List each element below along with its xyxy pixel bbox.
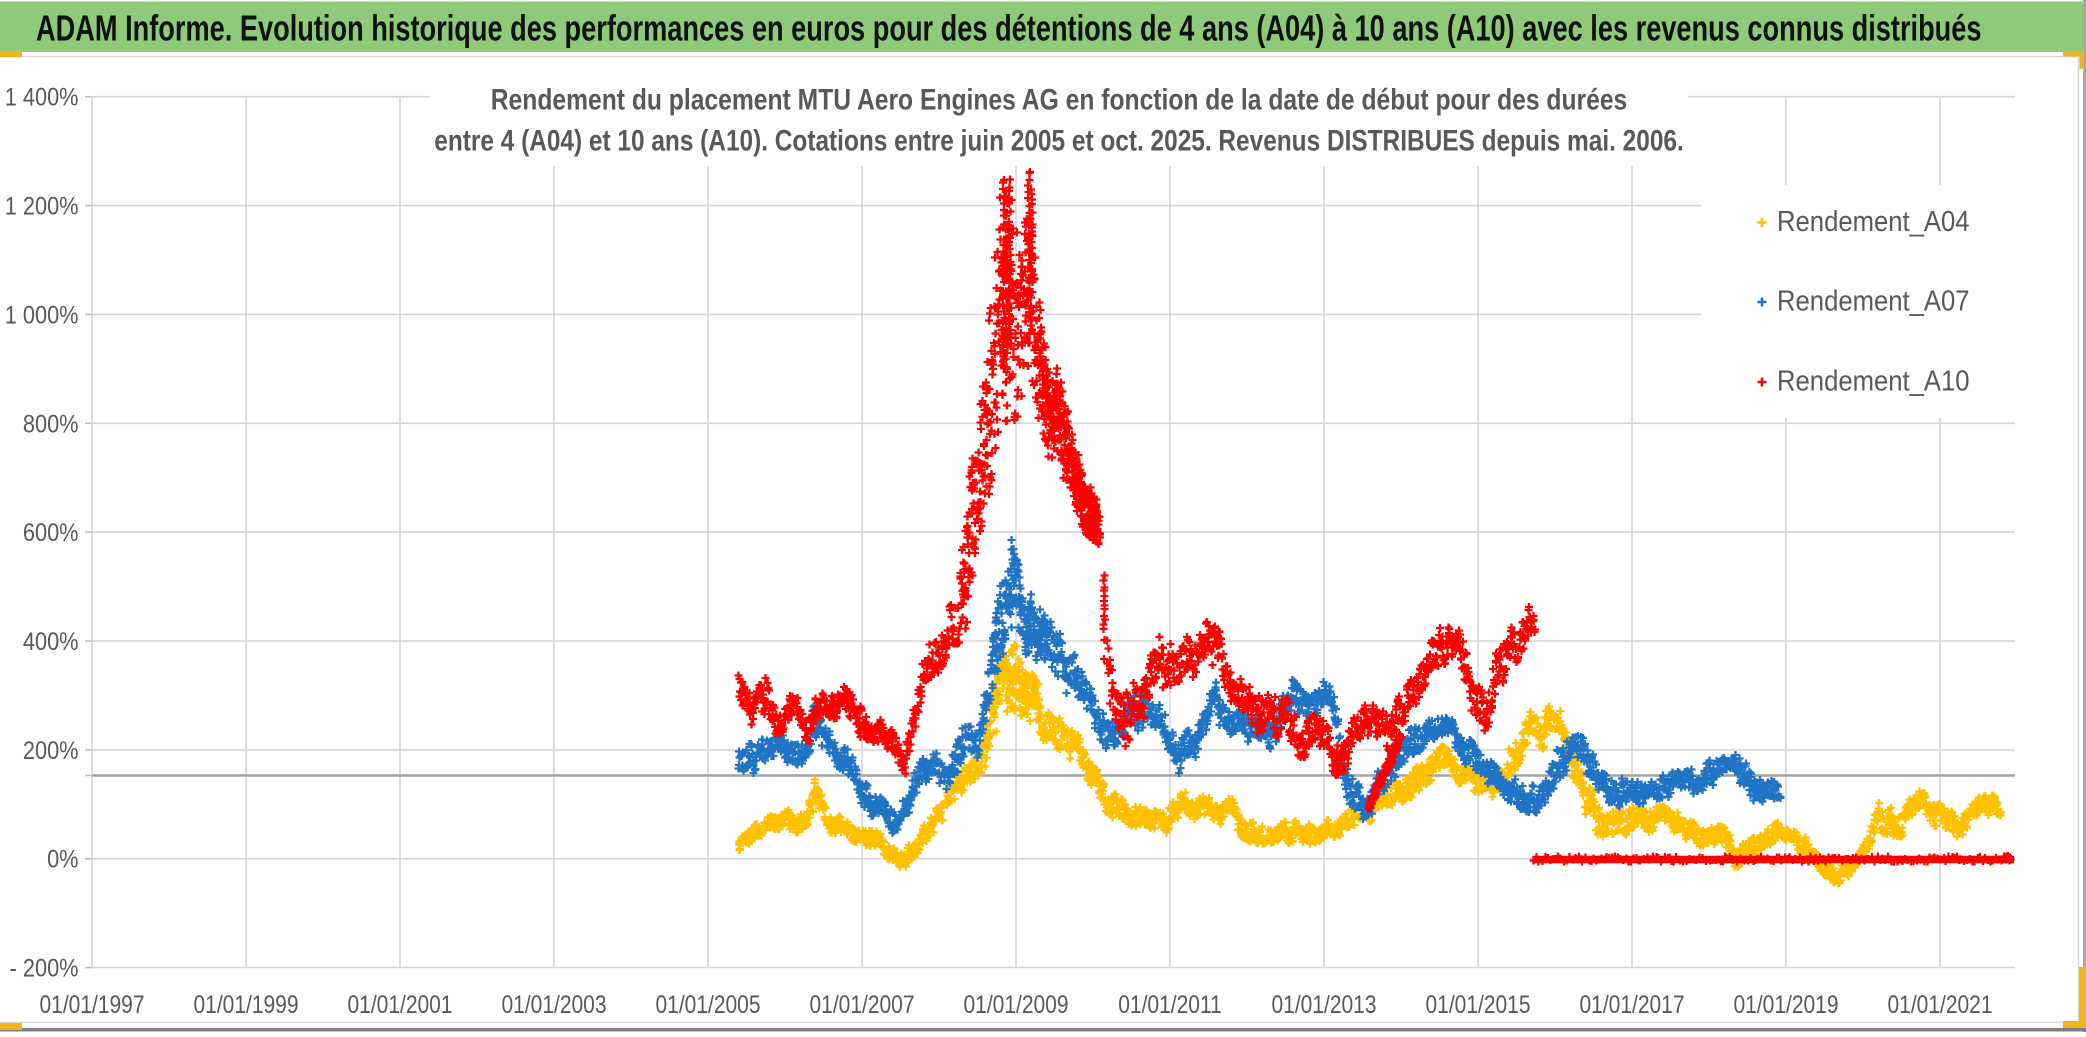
svg-text:01/01/2019: 01/01/2019 <box>1733 990 1838 1018</box>
svg-text:01/01/2013: 01/01/2013 <box>1271 990 1376 1018</box>
svg-text:01/01/2001: 01/01/2001 <box>347 990 452 1018</box>
svg-text:200%: 200% <box>23 736 79 764</box>
svg-text:800%: 800% <box>23 410 79 438</box>
svg-text:01/01/2021: 01/01/2021 <box>1887 990 1992 1018</box>
svg-text:01/01/2007: 01/01/2007 <box>809 990 914 1018</box>
svg-text:400%: 400% <box>23 628 79 656</box>
svg-text:0%: 0% <box>47 845 78 873</box>
svg-text:1 200%: 1 200% <box>5 192 79 220</box>
svg-text:Rendement_A07: Rendement_A07 <box>1777 284 1970 317</box>
svg-text:01/01/2003: 01/01/2003 <box>501 990 606 1018</box>
svg-text:01/01/2015: 01/01/2015 <box>1425 990 1530 1018</box>
svg-text:01/01/2009: 01/01/2009 <box>963 990 1068 1018</box>
svg-text:Rendement_A10: Rendement_A10 <box>1777 364 1970 397</box>
svg-text:ADAM Informe. Evolution histor: ADAM Informe. Evolution historique des p… <box>36 8 1982 49</box>
svg-text:01/01/2005: 01/01/2005 <box>655 990 760 1018</box>
svg-text:Rendement_A04: Rendement_A04 <box>1777 205 1970 238</box>
svg-text:600%: 600% <box>23 519 79 547</box>
svg-text:01/01/2011: 01/01/2011 <box>1118 990 1222 1018</box>
svg-text:Rendement du placement MTU Aer: Rendement du placement MTU Aero Engines … <box>491 82 1628 116</box>
svg-text:1 000%: 1 000% <box>5 301 79 329</box>
svg-text:01/01/1997: 01/01/1997 <box>39 990 144 1018</box>
svg-text:entre 4 (A04) et 10 ans (A10).: entre 4 (A04) et 10 ans (A10). Cotations… <box>434 123 1684 157</box>
svg-text:01/01/2017: 01/01/2017 <box>1579 990 1684 1018</box>
svg-text:1 400%: 1 400% <box>5 83 79 111</box>
svg-text:01/01/1999: 01/01/1999 <box>193 990 298 1018</box>
svg-text:- 200%: - 200% <box>10 954 79 982</box>
